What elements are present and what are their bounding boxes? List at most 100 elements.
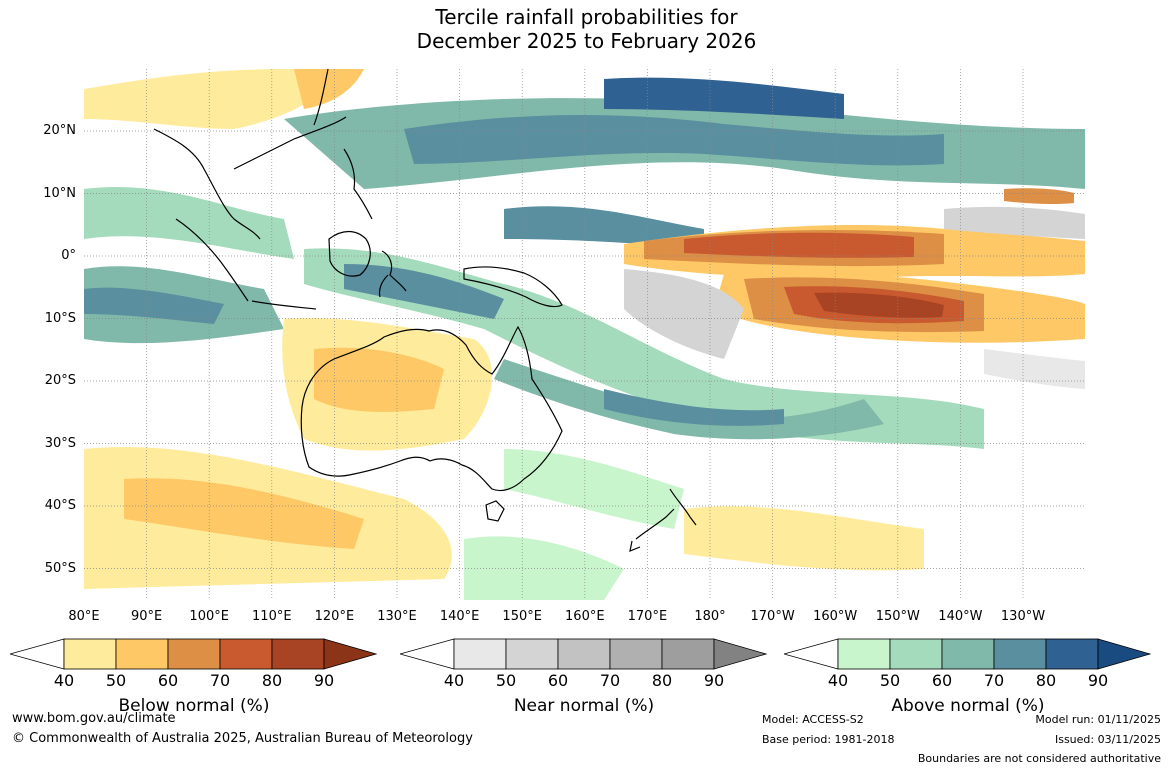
model-name: Model: ACCESS-S2	[762, 713, 864, 726]
legend-color-block	[1045, 638, 1099, 670]
legend-color-block	[557, 638, 611, 670]
issued-date: Issued: 03/11/2025	[1054, 733, 1161, 746]
latitude-label: 10°N	[43, 185, 76, 201]
below-normal-region	[124, 478, 364, 549]
probability-shading	[84, 69, 1085, 600]
above-normal-legend-title: Above normal (%)	[891, 696, 1045, 716]
legend-tick-label: 40	[443, 671, 465, 690]
copyright-notice: © Commonwealth of Australia 2025, Austra…	[12, 731, 473, 746]
longitude-label: 170°E	[627, 609, 668, 624]
above-normal-colorbar	[784, 638, 1152, 670]
latitude-label: 10°S	[44, 310, 76, 326]
legend-color-block	[219, 638, 273, 670]
above-normal-region	[604, 77, 844, 119]
legend-tick-label: 80	[1035, 671, 1057, 690]
legend-tick-label: 90	[1087, 671, 1109, 690]
tasmania-coastline	[485, 500, 505, 522]
legend-tick-label: 70	[599, 671, 621, 690]
coastlines	[153, 69, 697, 552]
longitude-label: 130°E	[377, 609, 417, 624]
below-normal-legend-title: Below normal (%)	[118, 696, 270, 716]
above-normal-region	[84, 186, 294, 259]
graticule	[84, 69, 1085, 600]
australia-coastline	[300, 325, 563, 492]
legend-color-block	[609, 638, 663, 670]
new-zealand-coastline	[629, 488, 697, 552]
above-normal-region	[404, 114, 944, 166]
legend-tick-label: 90	[703, 671, 725, 690]
legend-tick-label: 50	[495, 671, 517, 690]
below-normal-region	[294, 69, 364, 109]
legend-tick-label: 50	[105, 671, 127, 690]
longitude-label: 130°W	[1000, 609, 1046, 624]
above-normal-region	[84, 287, 224, 324]
longitude-label: 160°E	[565, 609, 605, 624]
legend-tick-label: 40	[53, 671, 75, 690]
map-title-line1: Tercile rainfall probabilities for	[435, 5, 738, 29]
longitude-label: 140°W	[938, 609, 983, 624]
sulawesi-coastline	[378, 250, 407, 298]
longitude-label: 80°E	[68, 609, 100, 624]
near-normal-region	[624, 269, 744, 359]
legend-upper-extension	[713, 638, 768, 670]
near-normal-region	[944, 206, 1085, 239]
boundaries-disclaimer: Boundaries are not considered authoritat…	[917, 752, 1161, 765]
new-guinea-coastline	[463, 266, 563, 308]
above-normal-region	[604, 389, 784, 426]
legend-tick-label: 60	[157, 671, 179, 690]
below-normal-region	[684, 232, 914, 258]
below-normal-region	[1004, 188, 1074, 205]
legend-color-block	[167, 638, 221, 670]
longitude-label: 120°E	[314, 609, 355, 624]
longitude-label: 90°E	[130, 609, 163, 624]
legend-upper-extension	[1097, 638, 1152, 670]
base-period: Base period: 1981-2018	[762, 733, 895, 746]
latitude-label: 0°	[61, 248, 76, 263]
legend-color-block	[453, 638, 507, 670]
legend-tick-label: 50	[879, 671, 901, 690]
near-normal-legend-title: Near normal (%)	[513, 696, 655, 716]
near-normal-region	[984, 349, 1085, 389]
legend-tick-label: 90	[313, 671, 335, 690]
longitude-label: 160°W	[813, 609, 858, 624]
latitude-label: 40°S	[44, 498, 76, 513]
above-normal-region	[344, 264, 504, 319]
legend-color-block	[63, 638, 117, 670]
longitude-label: 150°W	[875, 609, 920, 624]
sumatra-coastline	[175, 218, 249, 302]
latitude-label: 20°N	[43, 123, 76, 138]
above-normal-region	[504, 449, 684, 529]
legend-color-block	[661, 638, 715, 670]
above-normal-region	[494, 359, 884, 440]
above-normal-region	[504, 206, 704, 249]
latitude-label: 30°S	[44, 435, 76, 451]
map-title-line2: December 2025 to February 2026	[416, 29, 757, 53]
philippines-coastline	[343, 148, 373, 220]
legend-lower-extension	[784, 638, 839, 670]
legend-color-block	[271, 638, 325, 670]
legend-tick-label: 70	[983, 671, 1005, 690]
rainfall-probability-map	[84, 69, 1085, 600]
longitude-label: 140°E	[439, 609, 480, 624]
borneo-coastline	[328, 230, 371, 277]
legend-color-block	[889, 638, 943, 670]
longitude-label: 110°E	[252, 609, 292, 624]
website-link[interactable]: www.bom.gov.au/climate	[12, 711, 176, 726]
legend-tick-label: 60	[931, 671, 953, 690]
legend-tick-label: 40	[827, 671, 849, 690]
below-normal-region	[314, 347, 444, 412]
legend-lower-extension	[400, 638, 455, 670]
legend-color-block	[505, 638, 559, 670]
java-coastline	[251, 300, 317, 310]
below-normal-region	[684, 506, 924, 571]
legend-tick-label: 60	[547, 671, 569, 690]
legend-tick-label: 80	[261, 671, 283, 690]
map-canvas	[84, 69, 1085, 600]
below-normal-region	[814, 292, 944, 318]
legend-tick-label: 80	[651, 671, 673, 690]
latitude-label: 20°S	[44, 373, 76, 388]
asia-coastline	[153, 116, 347, 240]
legend-color-block	[993, 638, 1047, 670]
longitude-label: 150°E	[502, 609, 542, 624]
longitude-label: 180°	[694, 609, 726, 624]
